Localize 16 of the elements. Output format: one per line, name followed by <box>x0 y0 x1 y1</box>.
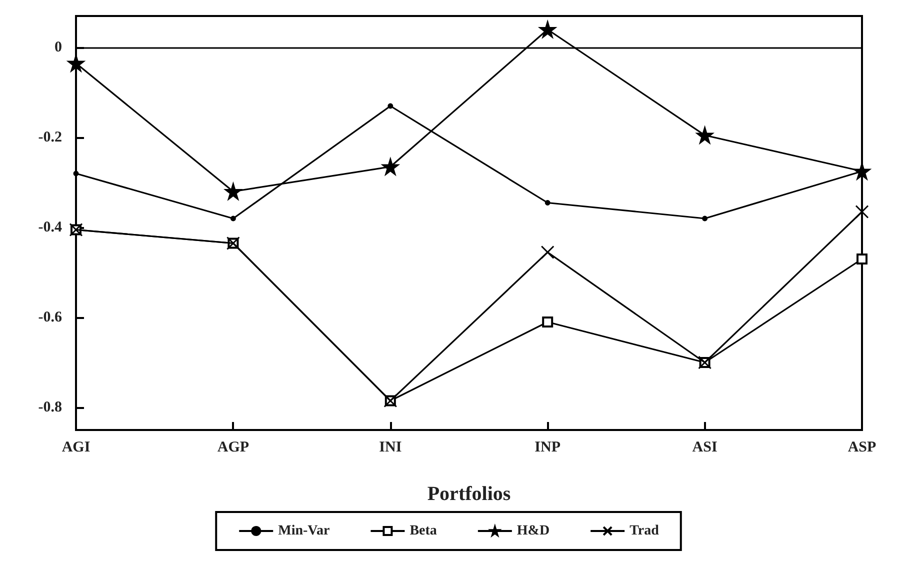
x-tick-label: AGI <box>62 440 90 456</box>
y-tick-label: -0.6 <box>38 310 62 326</box>
y-tick-label: -0.8 <box>38 400 62 416</box>
x-axis-title: Portfolios <box>427 483 511 505</box>
legend-label: Trad <box>630 524 660 538</box>
y-tick-label: -0.4 <box>38 220 62 236</box>
x-tick-label: ASP <box>848 440 876 456</box>
x-tick-label: INI <box>379 440 402 456</box>
legend-label: Min-Var <box>278 524 330 538</box>
y-tick-label: 0 <box>54 40 62 56</box>
y-tick-label: -0.2 <box>38 130 62 146</box>
x-tick-label: INP <box>534 440 561 456</box>
legend-label: Beta <box>410 524 437 538</box>
x-tick-label: ASI <box>692 440 718 456</box>
x-tick-label: AGP <box>217 440 250 456</box>
legend-label: H&D <box>516 524 550 538</box>
